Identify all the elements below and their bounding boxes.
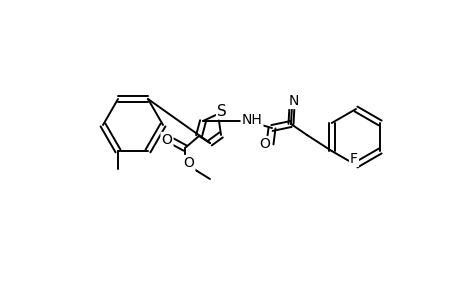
Text: F: F bbox=[349, 152, 357, 166]
Text: S: S bbox=[217, 103, 226, 118]
Text: O: O bbox=[259, 137, 270, 151]
Text: NH: NH bbox=[241, 113, 262, 127]
Text: O: O bbox=[183, 156, 194, 170]
Text: N: N bbox=[288, 94, 298, 108]
Text: O: O bbox=[161, 133, 172, 147]
